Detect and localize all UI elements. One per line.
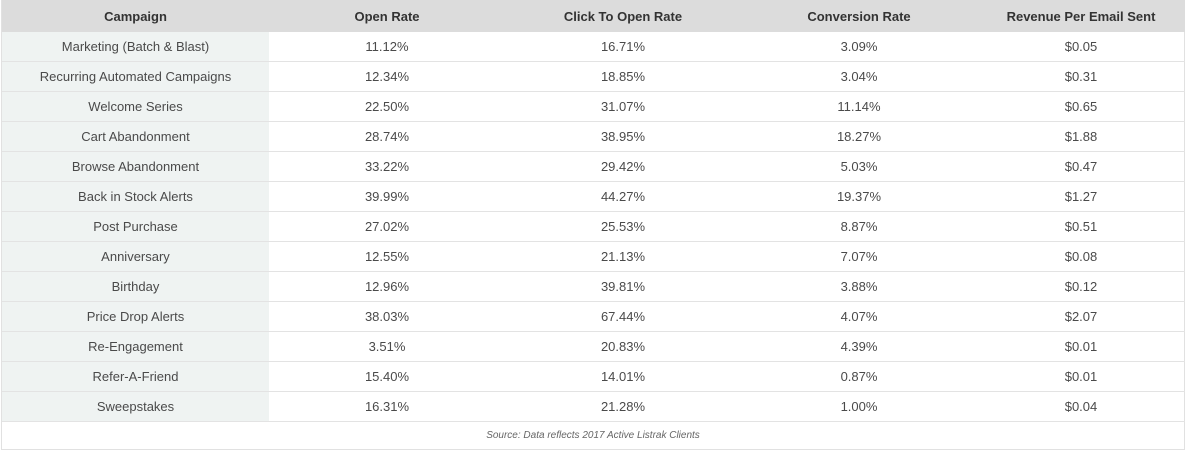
conversion-rate-cell: 19.37% <box>741 181 977 212</box>
header-open-rate: Open Rate <box>269 0 505 32</box>
open-rate-cell: 12.34% <box>269 61 505 92</box>
revenue-per-email-cell: $0.08 <box>977 241 1185 272</box>
click-to-open-rate-cell: 38.95% <box>505 121 741 152</box>
campaign-cell: Sweepstakes <box>2 391 269 422</box>
open-rate-cell: 12.55% <box>269 241 505 272</box>
header-conversion-rate: Conversion Rate <box>741 0 977 32</box>
table-row: Marketing (Batch & Blast) 11.12% 16.71% 3.0… <box>2 32 1185 62</box>
campaign-cell: Birthday <box>2 271 269 302</box>
revenue-per-email-cell: $2.07 <box>977 301 1185 332</box>
open-rate-cell: 27.02% <box>269 211 505 242</box>
open-rate-cell: 33.22% <box>269 151 505 182</box>
table-row: Price Drop Alerts 38.03% 67.44% 4.07% $2.07 <box>2 301 1185 332</box>
conversion-rate-cell: 3.09% <box>741 32 977 62</box>
revenue-per-email-cell: $1.88 <box>977 121 1185 152</box>
header-click-to-open-rate: Click To Open Rate <box>505 0 741 32</box>
table-row: Sweepstakes 16.31% 21.28% 1.00% $0.04 <box>2 391 1185 422</box>
conversion-rate-cell: 1.00% <box>741 391 977 422</box>
header-revenue-per-email: Revenue Per Email Sent <box>977 0 1185 32</box>
table-row: Browse Abandonment 33.22% 29.42% 5.03% $0.47 <box>2 151 1185 182</box>
campaign-cell: Welcome Series <box>2 91 269 122</box>
table-row: Back in Stock Alerts 39.99% 44.27% 19.37% $1… <box>2 181 1185 212</box>
click-to-open-rate-cell: 18.85% <box>505 61 741 92</box>
conversion-rate-cell: 8.87% <box>741 211 977 242</box>
conversion-rate-cell: 11.14% <box>741 91 977 122</box>
open-rate-cell: 11.12% <box>269 32 505 62</box>
conversion-rate-cell: 5.03% <box>741 151 977 182</box>
campaign-cell: Marketing (Batch & Blast) <box>2 32 269 62</box>
campaign-cell: Browse Abandonment <box>2 151 269 182</box>
table-body: Marketing (Batch & Blast) 11.12% 16.71% 3.0… <box>2 32 1185 422</box>
data-table: Campaign Open Rate Click To Open Rate Conve… <box>2 0 1185 422</box>
click-to-open-rate-cell: 21.13% <box>505 241 741 272</box>
revenue-per-email-cell: $1.27 <box>977 181 1185 212</box>
table-row: Re-Engagement 3.51% 20.83% 4.39% $0.01 <box>2 331 1185 362</box>
click-to-open-rate-cell: 31.07% <box>505 91 741 122</box>
conversion-rate-cell: 4.39% <box>741 331 977 362</box>
open-rate-cell: 28.74% <box>269 121 505 152</box>
table-row: Post Purchase 27.02% 25.53% 8.87% $0.51 <box>2 211 1185 242</box>
campaign-cell: Post Purchase <box>2 211 269 242</box>
click-to-open-rate-cell: 25.53% <box>505 211 741 242</box>
click-to-open-rate-cell: 16.71% <box>505 32 741 62</box>
revenue-per-email-cell: $0.51 <box>977 211 1185 242</box>
click-to-open-rate-cell: 21.28% <box>505 391 741 422</box>
conversion-rate-cell: 3.88% <box>741 271 977 302</box>
table-row: Anniversary 12.55% 21.13% 7.07% $0.08 <box>2 241 1185 272</box>
conversion-rate-cell: 0.87% <box>741 361 977 392</box>
click-to-open-rate-cell: 29.42% <box>505 151 741 182</box>
source-note: Source: Data reflects 2017 Active Listra… <box>486 430 700 441</box>
click-to-open-rate-cell: 39.81% <box>505 271 741 302</box>
revenue-per-email-cell: $0.47 <box>977 151 1185 182</box>
table-row: Welcome Series 22.50% 31.07% 11.14% $0.65 <box>2 91 1185 122</box>
open-rate-cell: 12.96% <box>269 271 505 302</box>
revenue-per-email-cell: $0.12 <box>977 271 1185 302</box>
table-row: Birthday 12.96% 39.81% 3.88% $0.12 <box>2 271 1185 302</box>
open-rate-cell: 22.50% <box>269 91 505 122</box>
click-to-open-rate-cell: 44.27% <box>505 181 741 212</box>
table-row: Cart Abandonment 28.74% 38.95% 18.27% $1.88 <box>2 121 1185 152</box>
campaign-cell: Re-Engagement <box>2 331 269 362</box>
open-rate-cell: 3.51% <box>269 331 505 362</box>
campaign-cell: Cart Abandonment <box>2 121 269 152</box>
header-campaign: Campaign <box>2 0 269 32</box>
table-row: Refer-A-Friend 15.40% 14.01% 0.87% $0.01 <box>2 361 1185 392</box>
conversion-rate-cell: 3.04% <box>741 61 977 92</box>
revenue-per-email-cell: $0.01 <box>977 331 1185 362</box>
table-header: Campaign Open Rate Click To Open Rate Conve… <box>2 0 1185 32</box>
campaign-cell: Recurring Automated Campaigns <box>2 61 269 92</box>
conversion-rate-cell: 18.27% <box>741 121 977 152</box>
conversion-rate-cell: 7.07% <box>741 241 977 272</box>
open-rate-cell: 39.99% <box>269 181 505 212</box>
revenue-per-email-cell: $0.04 <box>977 391 1185 422</box>
revenue-per-email-cell: $0.05 <box>977 32 1185 62</box>
campaign-cell: Price Drop Alerts <box>2 301 269 332</box>
click-to-open-rate-cell: 14.01% <box>505 361 741 392</box>
click-to-open-rate-cell: 67.44% <box>505 301 741 332</box>
click-to-open-rate-cell: 20.83% <box>505 331 741 362</box>
campaign-cell: Back in Stock Alerts <box>2 181 269 212</box>
table-row: Recurring Automated Campaigns 12.34% 18.85… <box>2 61 1185 92</box>
revenue-per-email-cell: $0.65 <box>977 91 1185 122</box>
open-rate-cell: 15.40% <box>269 361 505 392</box>
campaign-cell: Anniversary <box>2 241 269 272</box>
header-row: Campaign Open Rate Click To Open Rate Conve… <box>2 0 1185 32</box>
open-rate-cell: 16.31% <box>269 391 505 422</box>
open-rate-cell: 38.03% <box>269 301 505 332</box>
conversion-rate-cell: 4.07% <box>741 301 977 332</box>
revenue-per-email-cell: $0.01 <box>977 361 1185 392</box>
campaign-cell: Refer-A-Friend <box>2 361 269 392</box>
revenue-per-email-cell: $0.31 <box>977 61 1185 92</box>
